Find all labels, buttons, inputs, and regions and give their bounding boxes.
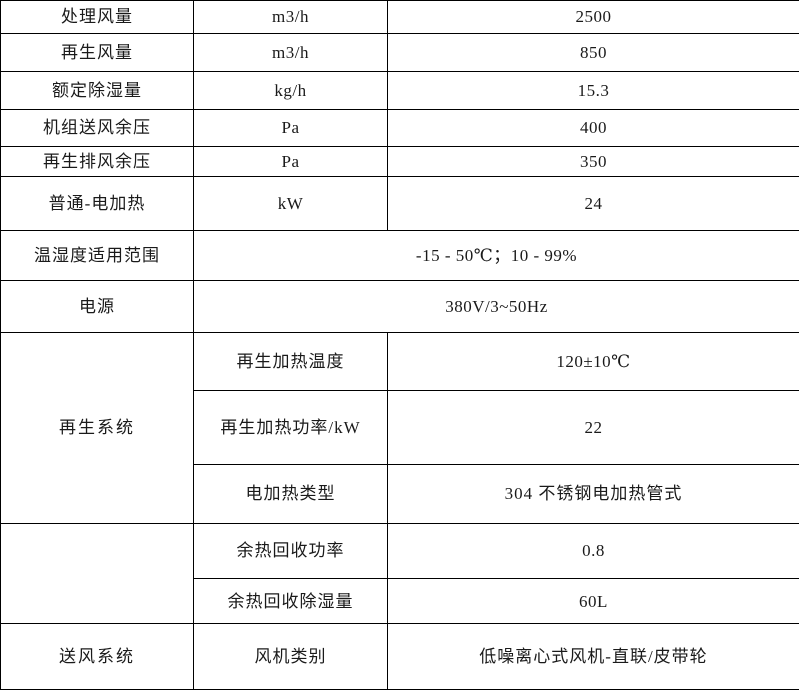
table-row: 再生排风余压 Pa 350 (0, 146, 799, 178)
spec-value: -15 - 50℃；10 - 99% (193, 229, 799, 281)
spec-unit: m3/h (193, 33, 388, 72)
table-row: 余热回收功率 0.8 (0, 522, 799, 625)
group-label-supply-air: 送风系统 (0, 623, 194, 690)
table-row: 处理风量 m3/h 2500 (0, 0, 799, 35)
spec-value: 400 (387, 108, 799, 148)
spec-unit: kW (193, 176, 388, 231)
table-row: 余热回收除湿量 60L (1, 578, 799, 625)
spec-label: 余热回收除湿量 (193, 578, 388, 625)
table-row: 机组送风余压 Pa 400 (0, 108, 799, 148)
spec-value: 850 (387, 33, 799, 72)
table-row: 普通-电加热 kW 24 (0, 176, 799, 231)
spec-value: 低噪离心式风机-直联/皮带轮 (387, 623, 799, 690)
spec-value: 22 (387, 389, 799, 466)
spec-label: 风机类别 (193, 623, 388, 690)
group-label-heat-recovery (0, 522, 194, 625)
group-label-regeneration: 再生系统 (0, 332, 194, 524)
table-row: 电加热类型 304 不锈钢电加热管式 (1, 464, 799, 524)
spec-label: 余热回收功率 (193, 522, 388, 580)
spec-value: 350 (387, 146, 799, 178)
spec-value: 2500 (387, 0, 799, 35)
spec-label: 普通-电加热 (0, 176, 194, 231)
spec-unit: Pa (193, 108, 388, 148)
spec-unit: Pa (193, 146, 388, 178)
spec-value: 304 不锈钢电加热管式 (387, 464, 799, 524)
table-row: 再生系统 再生加热温度 120±10℃ (0, 332, 799, 524)
spec-value: 24 (387, 176, 799, 231)
table-row: 温湿度适用范围 -15 - 50℃；10 - 99% (0, 229, 799, 281)
spec-label: 机组送风余压 (0, 108, 194, 148)
spec-unit: kg/h (193, 70, 388, 110)
spec-unit: m3/h (193, 0, 388, 35)
spec-value: 0.8 (387, 522, 799, 580)
table-row: 再生加热功率/kW 22 (1, 389, 799, 466)
spec-value: 60L (387, 578, 799, 625)
spec-value: 15.3 (387, 70, 799, 110)
table-row: 再生风量 m3/h 850 (0, 33, 799, 72)
spec-label: 再生排风余压 (0, 146, 194, 178)
spec-value: 120±10℃ (387, 332, 799, 391)
spec-label: 电加热类型 (193, 464, 388, 524)
spec-label: 温湿度适用范围 (0, 229, 194, 281)
spec-label: 再生风量 (0, 33, 194, 72)
spec-label: 电源 (0, 279, 194, 334)
spec-label: 再生加热温度 (193, 332, 388, 391)
table-row: 送风系统 风机类别 低噪离心式风机-直联/皮带轮 (0, 623, 799, 690)
table-row: 电源 380V/3~50Hz (0, 279, 799, 334)
table-row: 额定除湿量 kg/h 15.3 (0, 70, 799, 110)
spec-value: 380V/3~50Hz (193, 279, 799, 334)
spec-label: 再生加热功率/kW (193, 389, 388, 466)
spec-label: 处理风量 (0, 0, 194, 35)
spec-label: 额定除湿量 (0, 70, 194, 110)
